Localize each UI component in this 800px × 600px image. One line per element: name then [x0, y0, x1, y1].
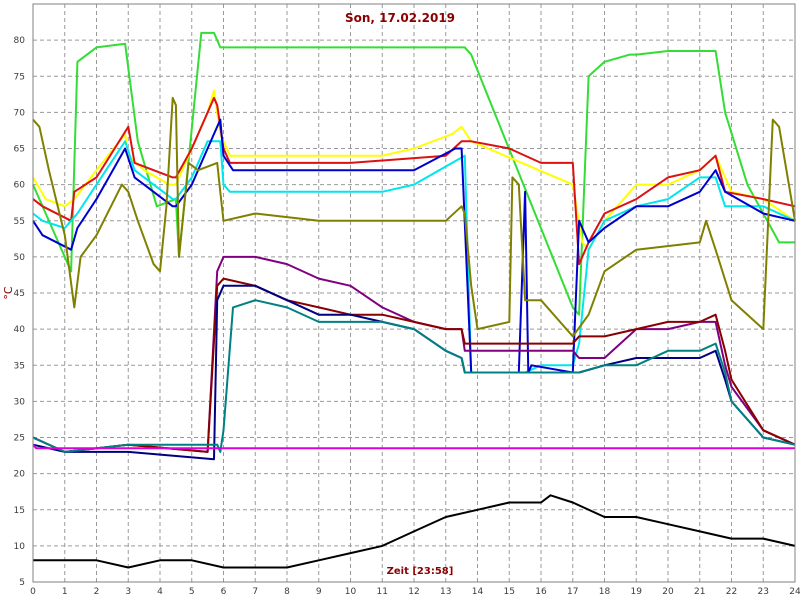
- x-tick-label: 1: [62, 587, 68, 597]
- x-tick-label: 22: [726, 587, 737, 597]
- series-line-8: [32, 277, 796, 453]
- x-tick-label: 3: [125, 587, 131, 597]
- plot-frame: [32, 3, 796, 583]
- series-line-10: [32, 299, 796, 453]
- y-tick-label: 20: [14, 470, 26, 480]
- y-axis-label: °C: [2, 286, 15, 300]
- x-tick-label: 11: [377, 587, 388, 597]
- x-tick-label: 23: [758, 587, 769, 597]
- x-tick-label: 19: [631, 587, 643, 597]
- series-line-12: [33, 494, 796, 569]
- y-tick-label: 30: [14, 397, 26, 407]
- y-tick-label: 35: [14, 361, 25, 371]
- x-tick-label: 0: [30, 587, 36, 597]
- y-axis-ticks: 5 10 15 20 25 30 35 40 45 50 55 60 65 70 75 80: [14, 36, 26, 588]
- x-tick-label: 2: [94, 587, 100, 597]
- y-tick-label: 75: [14, 72, 25, 82]
- y-tick-label: 55: [14, 217, 25, 227]
- x-tick-label: 20: [662, 587, 674, 597]
- series-line-4: [32, 140, 796, 374]
- x-tick-label: 18: [599, 587, 611, 597]
- x-tick-label: 8: [284, 587, 290, 597]
- chart-title: Son, 17.02.2019: [345, 11, 455, 25]
- x-tick-label: 21: [694, 587, 705, 597]
- x-tick-label: 16: [535, 587, 547, 597]
- y-tick-label: 25: [14, 434, 25, 444]
- y-tick-label: 50: [14, 253, 26, 263]
- x-tick-label: 10: [345, 587, 357, 597]
- x-tick-label: 24: [789, 587, 800, 597]
- x-axis-ticks: 0 1 2 3 4 5 6 7 8 9 10 11 12 13 14 15 16 17 18 19 20 21 22 23 24: [30, 587, 800, 597]
- x-tick-label: 12: [408, 587, 419, 597]
- x-tick-label: 4: [157, 587, 163, 597]
- series-line-1: [32, 31, 795, 316]
- y-tick-label: 40: [14, 325, 26, 335]
- x-tick-label: 6: [221, 587, 227, 597]
- x-tick-label: 13: [440, 587, 451, 597]
- x-tick-label: 9: [316, 587, 322, 597]
- y-tick-label: 15: [14, 506, 25, 516]
- x-tick-label: 7: [252, 587, 258, 597]
- x-tick-label: 5: [189, 587, 195, 597]
- series-line-6: [32, 96, 796, 338]
- y-tick-label: 70: [14, 108, 26, 118]
- series-line-3: [32, 96, 796, 266]
- x-tick-label: 17: [567, 587, 578, 597]
- y-tick-label: 65: [14, 145, 25, 155]
- y-tick-label: 45: [14, 289, 25, 299]
- series-line-5: [32, 118, 796, 374]
- x-tick-label: 14: [472, 587, 484, 597]
- y-tick-label: 60: [14, 181, 26, 191]
- series-group: [32, 31, 796, 569]
- y-tick-label: 10: [14, 542, 26, 552]
- x-axis-label: Zeit [23:58]: [387, 566, 454, 577]
- y-tick-label: 5: [19, 578, 25, 588]
- series-line-11: [32, 444, 795, 450]
- y-tick-label: 80: [14, 36, 26, 46]
- x-tick-label: 15: [504, 587, 515, 597]
